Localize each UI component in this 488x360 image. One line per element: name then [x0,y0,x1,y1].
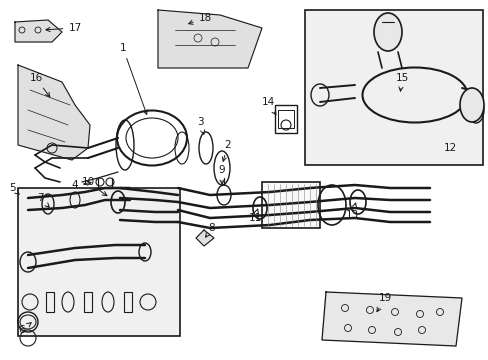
Text: 12: 12 [443,143,456,153]
Bar [124,292,132,312]
Text: 5: 5 [9,183,19,194]
Bar [84,292,92,312]
Text: 16: 16 [29,73,50,97]
Ellipse shape [459,88,483,122]
Text: 10: 10 [81,177,107,196]
Polygon shape [321,292,461,346]
Polygon shape [196,230,214,246]
Text: 17: 17 [46,23,81,33]
Bar [278,110,293,128]
Bar [18,188,180,336]
Text: 1: 1 [120,43,147,114]
Text: 19: 19 [376,293,391,312]
Bar [274,105,296,133]
Text: 3: 3 [196,117,204,134]
Bar [46,292,54,312]
Bar [262,182,319,228]
Text: 18: 18 [188,13,211,24]
Text: 11: 11 [248,209,261,223]
Polygon shape [15,20,62,42]
Text: 13: 13 [345,203,358,220]
Text: 14: 14 [261,97,275,115]
Bar [305,10,482,165]
Ellipse shape [373,13,401,51]
Text: 2: 2 [222,140,231,161]
Text: 9: 9 [218,165,225,184]
Text: 7: 7 [37,193,49,207]
Text: 15: 15 [395,73,408,91]
Text: 6: 6 [19,323,31,335]
Text: 8: 8 [205,223,215,237]
Polygon shape [18,65,90,160]
Text: 4: 4 [72,180,91,190]
Polygon shape [158,10,262,68]
